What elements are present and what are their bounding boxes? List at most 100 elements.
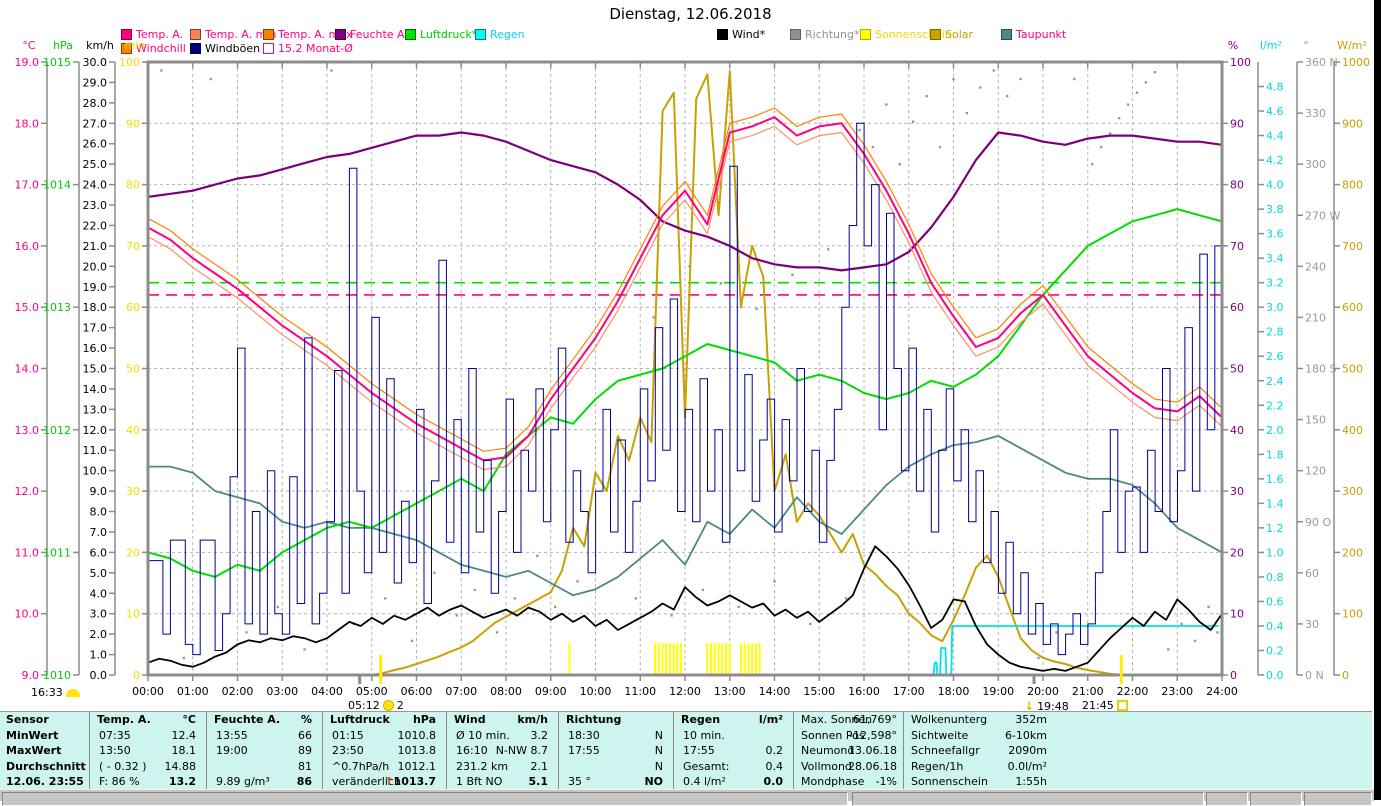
svg-text:15:00: 15:00	[803, 685, 835, 698]
svg-text:10.0: 10.0	[83, 465, 108, 478]
svg-text:120: 120	[1305, 465, 1326, 478]
svg-text:16:00: 16:00	[848, 685, 880, 698]
svg-text:24:00: 24:00	[1206, 685, 1238, 698]
descend-time: 19:48	[1037, 699, 1069, 713]
svg-text:19.0: 19.0	[83, 281, 108, 294]
cell-value: 1012.1	[397, 759, 437, 773]
weather-chart: 19.0 18.0 17.0 16.0 15.0 14.0 13.0 12.0 11.0 10.0…	[15, 39, 1371, 698]
svg-text:13:00: 13:00	[714, 685, 746, 698]
svg-text:9.0: 9.0	[22, 669, 40, 682]
cell-value: 0.4	[765, 759, 784, 773]
svg-text:12.0: 12.0	[15, 485, 40, 498]
svg-text:0: 0	[133, 669, 140, 682]
legend-item-wind-: Wind*	[717, 28, 765, 41]
legend-swatch-icon	[717, 29, 728, 40]
legend-swatch-icon	[190, 43, 201, 54]
legend-swatch-icon	[121, 29, 132, 40]
svg-text:240: 240	[1305, 260, 1326, 273]
sunset-square-icon	[1116, 700, 1128, 711]
svg-text:10:00: 10:00	[580, 685, 612, 698]
info-label: Regen/1h	[911, 759, 964, 773]
svg-text:21:00: 21:00	[1072, 685, 1104, 698]
legend-item-windchill: Windchill	[121, 42, 186, 55]
legend-swatch-icon	[190, 29, 201, 40]
svg-text:40: 40	[126, 424, 140, 437]
cell-value: 18.1	[171, 744, 197, 758]
svg-text:0.6: 0.6	[1266, 595, 1284, 608]
axis-unit-lm2: l/m²	[1260, 39, 1282, 52]
svg-text:14:00: 14:00	[759, 685, 791, 698]
info-label: Wolkenunterg	[911, 713, 988, 726]
svg-text:50: 50	[1230, 363, 1244, 376]
sunset-time: 21:45	[1082, 699, 1114, 712]
legend-item-temp-a-max: Temp. A. max	[263, 28, 353, 41]
sunset-annotation: 21:45	[1082, 699, 1128, 712]
svg-text:20: 20	[1230, 546, 1244, 559]
svg-text:270 W: 270 W	[1305, 209, 1340, 222]
svg-text:1010: 1010	[43, 669, 71, 682]
moonrise-annotation: 16:33	[31, 686, 80, 699]
svg-text:20:00: 20:00	[1027, 685, 1059, 698]
svg-text:500: 500	[1342, 363, 1363, 376]
svg-text:1.8: 1.8	[1266, 448, 1284, 461]
legend-label: Windchill	[136, 42, 186, 55]
axis-unit-pct: %	[1228, 39, 1238, 52]
svg-text:14.0: 14.0	[83, 383, 108, 396]
svg-text:0 N: 0 N	[1305, 669, 1324, 682]
window-edge	[1374, 0, 1381, 800]
cell-label: 10 min.	[683, 728, 725, 742]
svg-text:4.8: 4.8	[1266, 81, 1284, 94]
svg-text:1.4: 1.4	[1266, 497, 1284, 510]
info-label: Vollmond	[801, 759, 852, 773]
legend-swatch-icon	[263, 29, 274, 40]
info-value: 28.06.18	[848, 759, 897, 773]
cell-value: N-NW 8.7	[495, 744, 548, 758]
table-divider	[673, 712, 674, 789]
svg-text:90 O: 90 O	[1305, 516, 1331, 529]
svg-text:26.0: 26.0	[83, 138, 108, 151]
svg-text:60: 60	[126, 301, 140, 314]
info-label: Sonnen Pos	[801, 728, 865, 742]
svg-text:10.0: 10.0	[15, 608, 40, 621]
svg-text:30.0: 30.0	[83, 56, 108, 69]
table-divider	[903, 712, 904, 789]
page-title: Dienstag, 12.06.2018	[609, 5, 772, 23]
svg-text:04:00: 04:00	[311, 685, 343, 698]
info-value: -12,598°	[849, 728, 897, 742]
svg-text:11:00: 11:00	[624, 685, 656, 698]
svg-text:3.6: 3.6	[1266, 228, 1284, 241]
cell-label: 9.89 g/m³	[216, 775, 270, 789]
legend-swatch-icon	[790, 29, 801, 40]
col-header: Richtung	[566, 713, 622, 726]
info-label: Schneefallgr	[911, 744, 980, 758]
series-layer	[148, 69, 1222, 675]
svg-text:22.0: 22.0	[83, 219, 108, 232]
svg-text:3.4: 3.4	[1266, 252, 1284, 265]
svg-text:300: 300	[1305, 158, 1326, 171]
legend-item-taupunkt: Taupunkt	[1001, 28, 1066, 41]
svg-text:1.0: 1.0	[90, 649, 108, 662]
row-label: Durchschnitt	[6, 759, 86, 773]
svg-text:11.0: 11.0	[83, 444, 108, 457]
legend-item-temp-a-: Temp. A.	[121, 28, 183, 41]
info-label: Sonnenschein	[911, 775, 988, 789]
svg-text:10: 10	[1230, 608, 1244, 621]
status-panel	[1304, 792, 1372, 806]
svg-text:210: 210	[1305, 311, 1326, 324]
cell-value: 1010.8	[397, 728, 437, 742]
cell-label: ^0.7hPa/h	[332, 759, 390, 773]
svg-text:2.8: 2.8	[1266, 326, 1284, 339]
table-divider	[89, 712, 90, 789]
svg-text:18:00: 18:00	[938, 685, 970, 698]
col-unit: hPa	[412, 713, 436, 726]
svg-text:1.6: 1.6	[1266, 473, 1284, 486]
svg-text:5.0: 5.0	[90, 567, 108, 580]
cell-value: N	[654, 744, 663, 758]
legend-label: Solar	[945, 28, 974, 41]
svg-text:19:00: 19:00	[982, 685, 1014, 698]
svg-text:17:00: 17:00	[893, 685, 925, 698]
axis-lm2: 4.8 4.6 4.4 4.2 4.0 3.8 3.6 3.4 3.2 3.0 2.8 2.6 2.4 2…	[1257, 39, 1284, 682]
cell-label: 17:55	[683, 744, 715, 758]
info-label: Neumond	[801, 744, 855, 758]
svg-text:10: 10	[126, 608, 140, 621]
